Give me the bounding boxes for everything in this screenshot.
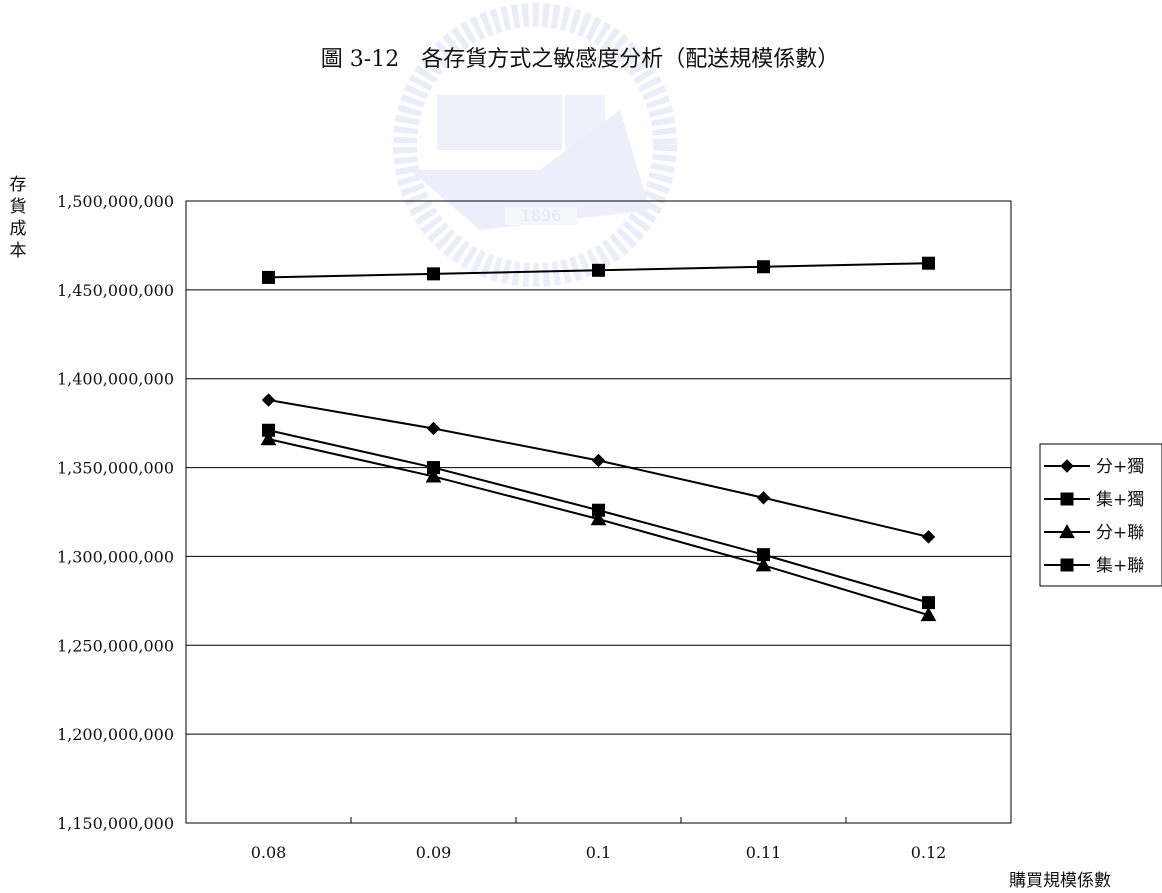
y-tick-label: 1,200,000,000 bbox=[57, 725, 174, 744]
plot-area bbox=[185, 200, 1012, 824]
x-tick-label: 0.1 bbox=[586, 843, 611, 862]
chart-title: 圖 3-12 各存貨方式之敏感度分析（配送規模係數） bbox=[321, 47, 839, 72]
y-axis-label-char: 貨 bbox=[10, 197, 27, 217]
legend-label: 分+獨 bbox=[1096, 457, 1144, 477]
data-point bbox=[590, 511, 607, 526]
data-point bbox=[921, 530, 936, 544]
series-2 bbox=[262, 423, 935, 610]
legend-marker bbox=[1060, 459, 1074, 473]
data-point bbox=[591, 453, 606, 468]
legend-item: 集+獨 bbox=[1044, 490, 1144, 510]
data-point bbox=[427, 267, 440, 281]
y-tick-label: 1,500,000,000 bbox=[57, 192, 174, 211]
series-3 bbox=[260, 431, 937, 622]
legend: 分+獨集+獨分+聯集+聯 bbox=[1039, 443, 1162, 587]
legend-label: 集+獨 bbox=[1096, 490, 1144, 510]
legend-item: 分+獨 bbox=[1044, 457, 1144, 477]
watermark-year: 1896 bbox=[521, 206, 562, 225]
series-4 bbox=[262, 256, 935, 284]
legend-item: 集+聯 bbox=[1044, 556, 1144, 576]
data-point bbox=[757, 260, 770, 274]
y-axis-label: 存貨成本 bbox=[10, 175, 27, 261]
x-tick-label: 0.12 bbox=[911, 843, 947, 862]
data-point bbox=[922, 256, 935, 270]
series-1 bbox=[261, 393, 936, 544]
data-point bbox=[755, 557, 772, 572]
data-point bbox=[920, 607, 937, 622]
y-axis-ticks: 1,150,000,000 1,200,000,000 1,250,000,000 1… bbox=[57, 192, 174, 833]
x-tick-label: 0.08 bbox=[251, 843, 287, 862]
y-axis-label-char: 成 bbox=[10, 219, 27, 239]
x-tick-label: 0.09 bbox=[416, 843, 452, 862]
data-point bbox=[426, 421, 441, 436]
data-point bbox=[425, 468, 442, 483]
legend-label: 分+聯 bbox=[1096, 523, 1144, 543]
series-layer bbox=[260, 256, 937, 622]
x-tick-label: 0.11 bbox=[746, 843, 782, 862]
data-point bbox=[922, 596, 935, 610]
data-point bbox=[756, 491, 771, 505]
data-point bbox=[261, 393, 276, 407]
y-tick-label: 1,300,000,000 bbox=[57, 547, 174, 566]
grid-lines bbox=[186, 289, 1011, 735]
y-axis-label-char: 本 bbox=[10, 241, 27, 261]
y-tick-label: 1,400,000,000 bbox=[57, 370, 174, 389]
legend-marker bbox=[1060, 492, 1074, 506]
legend-label: 集+聯 bbox=[1096, 556, 1144, 576]
y-tick-label: 1,450,000,000 bbox=[57, 281, 174, 300]
university-seal-watermark: 1896 bbox=[393, 3, 677, 287]
legend-item: 分+聯 bbox=[1044, 523, 1144, 543]
y-tick-label: 1,150,000,000 bbox=[57, 814, 174, 833]
data-point bbox=[262, 270, 275, 284]
y-tick-label: 1,250,000,000 bbox=[57, 636, 174, 655]
y-tick-label: 1,350,000,000 bbox=[57, 459, 174, 478]
data-point bbox=[592, 263, 605, 277]
legend-marker bbox=[1059, 523, 1075, 539]
y-axis-label-char: 存 bbox=[10, 175, 27, 195]
data-point bbox=[260, 431, 277, 446]
x-axis-label: 購買規模係數 bbox=[1009, 871, 1111, 891]
x-axis-ticks: 0.08 0.09 0.1 0.11 0.12 bbox=[251, 817, 947, 862]
legend-marker bbox=[1060, 558, 1074, 572]
